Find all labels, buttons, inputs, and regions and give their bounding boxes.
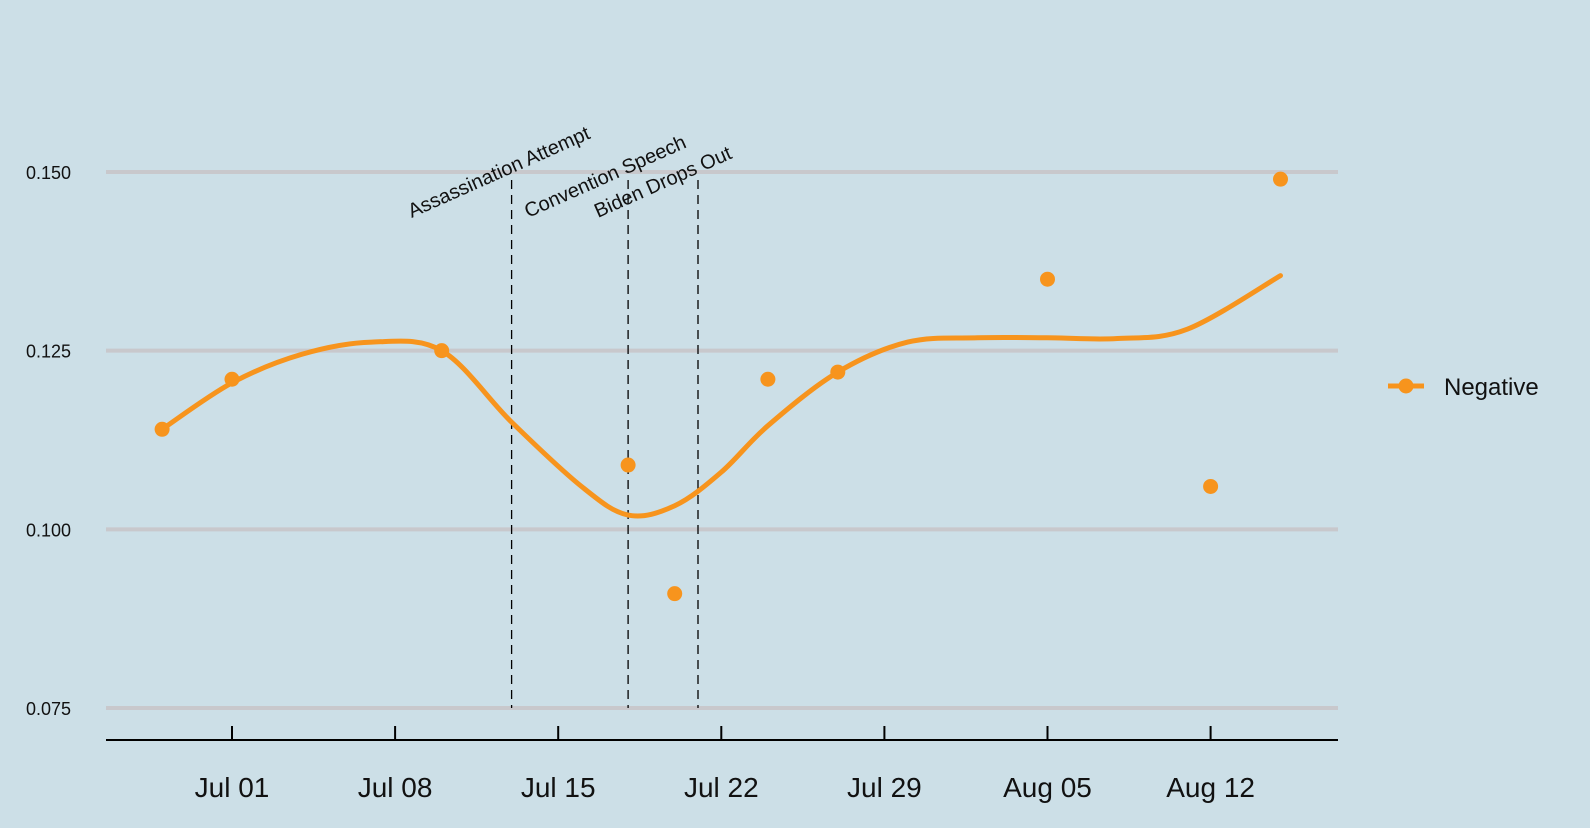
legend-label: Negative xyxy=(1444,374,1539,401)
x-tick-label: Jul 15 xyxy=(521,772,596,803)
data-point xyxy=(224,371,240,387)
data-point xyxy=(760,371,776,387)
x-tick-label: Jul 01 xyxy=(195,772,270,803)
x-tick-label: Aug 12 xyxy=(1166,772,1255,803)
data-point xyxy=(154,421,170,437)
x-tick-label: Jul 22 xyxy=(684,772,759,803)
data-point xyxy=(1203,478,1219,494)
trend-line xyxy=(159,273,1283,519)
x-tick-label: Jul 29 xyxy=(847,772,922,803)
x-axis: Jul 01 Jul 08 Jul 15 Jul 22 Jul 29 Aug 05 Aug … xyxy=(106,726,1338,803)
x-tick-label: Jul 08 xyxy=(358,772,433,803)
series-negative xyxy=(154,171,1288,602)
x-tick-label: Aug 05 xyxy=(1003,772,1092,803)
y-tick-label: 0.075 xyxy=(26,699,71,719)
data-point xyxy=(434,343,450,359)
y-axis-ticks: 0.075 0.100 0.125 0.150 xyxy=(26,163,71,719)
data-point xyxy=(1273,171,1288,187)
grid-lines xyxy=(106,170,1338,710)
data-point xyxy=(830,364,846,380)
data-point xyxy=(667,586,683,602)
y-tick-label: 0.150 xyxy=(26,163,71,183)
data-point xyxy=(1040,271,1055,287)
legend: Negative xyxy=(1388,374,1539,401)
y-tick-label: 0.100 xyxy=(26,520,71,540)
y-tick-label: 0.125 xyxy=(26,342,71,362)
legend-marker xyxy=(1398,378,1414,394)
data-point xyxy=(620,457,636,473)
